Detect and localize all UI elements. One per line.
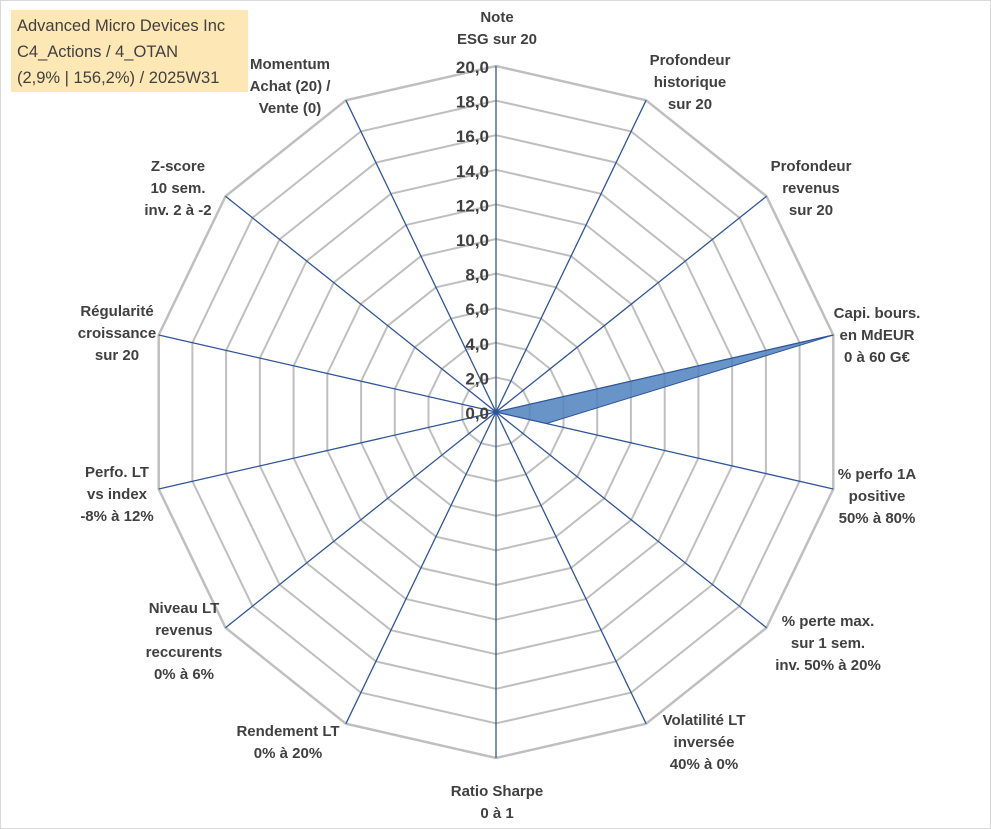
- axis-label: Profondeur revenus sur 20: [771, 158, 852, 219]
- tick-label: 0,0: [465, 404, 489, 423]
- axis-label: % perfo 1A positive 50% à 80%: [838, 466, 917, 527]
- axis-label: Régularité croissance sur 20: [78, 303, 156, 364]
- axis-label: Rendement LT 0% à 20%: [236, 723, 339, 762]
- axis-label: Ratio Sharpe 0 à 1: [451, 783, 544, 822]
- axis-spoke: [158, 411, 497, 490]
- axis-label: Niveau LT revenus reccurents 0% à 6%: [146, 600, 223, 683]
- axis-label: Perfo. LT vs index -8% à 12%: [80, 464, 153, 525]
- performance-summary: (2,9% | 156,2%) / 2025W31: [17, 69, 220, 87]
- tick-label: 14,0: [456, 162, 489, 181]
- axis-spoke: [158, 334, 497, 413]
- axis-label: Profondeur historique sur 20: [650, 52, 731, 113]
- series-area: [495, 334, 834, 425]
- axis-spoke: [495, 100, 647, 413]
- axis-spoke: [495, 411, 647, 724]
- axis-label: % perte max. sur 1 sem. inv. 50% à 20%: [775, 613, 881, 674]
- axis-label: Volatilité LT inversée 40% à 0%: [663, 712, 746, 773]
- axis-spoke: [225, 411, 497, 629]
- axis-label: Capi. bours. en MdEUR 0 à 60 G€: [834, 305, 921, 366]
- tick-label: 2,0: [465, 369, 489, 388]
- tick-label: 8,0: [465, 266, 489, 285]
- radial-tick-labels: 0,0 2,0 4,0 6,0 8,0 10,0 12,0 14,0 16,0 18,0 20,0: [456, 58, 489, 423]
- tick-label: 6,0: [465, 300, 489, 319]
- tick-label: 16,0: [456, 127, 489, 146]
- axis-label: Momentum Achat (20) / Vente (0): [250, 56, 332, 117]
- tick-label: 10,0: [456, 231, 489, 250]
- stock-info-box: Advanced Micro Devices Inc C4_Actions / …: [11, 10, 248, 92]
- series-polygon: [495, 334, 834, 425]
- axis-spoke: [225, 195, 497, 413]
- axis-label: Note ESG sur 20: [457, 9, 537, 48]
- tick-label: 20,0: [456, 58, 489, 77]
- company-name: Advanced Micro Devices Inc: [17, 17, 226, 35]
- axis-spoke: [345, 100, 497, 413]
- tick-label: 18,0: [456, 93, 489, 112]
- axis-label: Z-score 10 sem. inv. 2 à -2: [144, 158, 211, 219]
- category-path: C4_Actions / 4_OTAN: [17, 43, 179, 61]
- tick-label: 12,0: [456, 196, 489, 215]
- axis-spoke: [495, 411, 834, 490]
- axis-spoke: [495, 195, 767, 413]
- axis-labels: Note ESG sur 20 Profondeur historique sur 20…: [78, 9, 921, 822]
- axis-spoke: [495, 411, 767, 629]
- axis-spoke: [345, 411, 497, 724]
- tick-label: 4,0: [465, 335, 489, 354]
